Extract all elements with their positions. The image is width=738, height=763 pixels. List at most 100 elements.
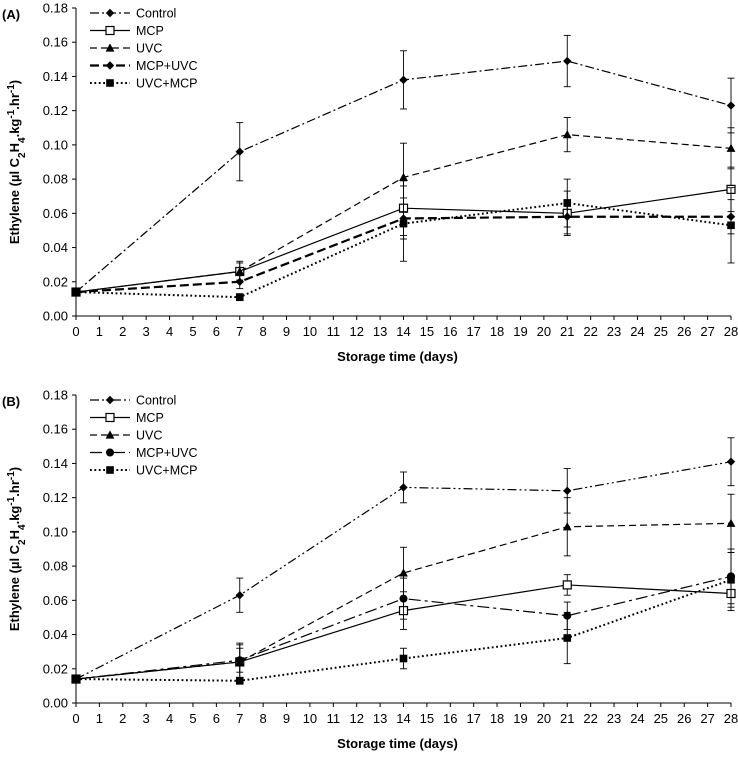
legend-label: Control [136, 394, 176, 408]
series-control [71, 34, 736, 297]
x-tick-label: 0 [72, 711, 79, 726]
x-tick-label: 19 [513, 324, 527, 339]
x-tick-label: 13 [373, 324, 387, 339]
y-tick-label: 0.12 [43, 103, 68, 118]
x-tick-label: 17 [466, 324, 480, 339]
data-point [726, 143, 736, 152]
y-tick-label: 0.04 [43, 240, 68, 255]
data-point [399, 483, 408, 492]
x-tick-label: 15 [420, 711, 434, 726]
x-tick-label: 1 [96, 324, 103, 339]
legend-label: Control [136, 7, 176, 21]
x-tick-label: 8 [260, 324, 267, 339]
x-tick-label: 20 [537, 711, 551, 726]
data-point [235, 266, 245, 276]
legend-marker [105, 25, 115, 36]
legend-label: MCP [136, 411, 164, 425]
x-tick-label: 23 [607, 711, 621, 726]
x-tick-label: 16 [443, 324, 457, 339]
y-tick-label: 0.04 [43, 627, 68, 642]
legend-marker [105, 430, 115, 439]
y-tick-label: 0.02 [43, 661, 68, 676]
data-point [726, 101, 736, 110]
x-tick-label: 4 [166, 711, 173, 726]
y-tick-label: 0.08 [43, 172, 68, 187]
x-tick-label: 17 [466, 711, 480, 726]
data-point [727, 576, 735, 584]
y-tick-label: 0.00 [43, 696, 68, 711]
legend-marker [105, 61, 115, 70]
x-tick-label: 11 [327, 711, 341, 726]
x-tick-label: 22 [583, 711, 597, 726]
legend-item: UVC [90, 42, 162, 56]
legend-item: MCP+UVC [90, 59, 197, 73]
x-tick-label: 21 [560, 711, 574, 726]
y-tick-label: 0.12 [43, 490, 68, 505]
y-tick-label: 0.08 [43, 559, 68, 574]
x-tick-label: 5 [189, 711, 196, 726]
x-tick-label: 7 [236, 324, 243, 339]
data-point [727, 221, 735, 230]
x-tick-label: 10 [303, 324, 317, 339]
x-tick-label: 28 [724, 324, 738, 339]
x-tick-label: 20 [537, 324, 551, 339]
legend-label: UVC [136, 42, 162, 56]
y-axis-title: Ethylene (µl C2H4.kg-1.hr-1) [6, 467, 28, 631]
panel-label: (A) [2, 7, 20, 22]
data-point [235, 277, 244, 286]
legend-marker [106, 448, 114, 457]
x-tick-label: 23 [607, 324, 621, 339]
data-point [235, 293, 244, 301]
x-tick-label: 27 [700, 711, 714, 726]
legend-item: UVC+MCP [90, 77, 197, 91]
x-tick-label: 3 [143, 324, 150, 339]
x-tick-label: 10 [303, 711, 317, 726]
legend-label: UVC [136, 429, 162, 443]
x-tick-label: 2 [119, 324, 126, 339]
data-point [562, 522, 572, 531]
y-tick-label: 0.16 [43, 35, 68, 50]
legend-marker [105, 395, 115, 405]
legend-label: UVC+MCP [136, 77, 197, 91]
x-tick-label: 7 [236, 711, 243, 726]
series-uvc-plus-mcp [72, 551, 735, 685]
x-tick-label: 24 [630, 324, 644, 339]
legend-item: Control [90, 394, 176, 408]
data-point [72, 288, 80, 296]
legend-item: MCP [90, 411, 164, 425]
data-point [726, 457, 736, 466]
legend-marker [105, 8, 115, 18]
data-point [399, 654, 408, 663]
legend-item: UVC+MCP [90, 464, 197, 478]
panel-a: 0.00 0.02 0.04 0.06 0.08 0.10 0.12 0.14 0.16 0.18… [2, 1, 738, 365]
x-tick-label: 3 [143, 711, 150, 726]
legend-label: UVC+MCP [136, 464, 197, 478]
x-tick-label: 1 [96, 711, 103, 726]
data-point [563, 486, 572, 496]
data-point [399, 568, 408, 577]
legend-label: MCP+UVC [136, 446, 197, 460]
x-tick-label: 18 [490, 711, 504, 726]
legend-label: MCP [136, 24, 164, 38]
legend-item: UVC [90, 429, 162, 443]
x-tick-label: 24 [630, 711, 644, 726]
legend-marker [106, 466, 114, 474]
y-tick-label: 0.18 [43, 388, 68, 403]
panel-b: 0.00 0.02 0.04 0.06 0.08 0.10 0.12 0.14 0.16 0.18… [2, 388, 738, 752]
x-tick-label: 6 [213, 324, 220, 339]
x-tick-label: 16 [443, 711, 457, 726]
legend-marker [105, 43, 115, 52]
x-tick-label: 4 [166, 324, 173, 339]
x-tick-label: 14 [396, 711, 410, 726]
data-point [726, 518, 736, 527]
x-tick-label: 5 [189, 324, 196, 339]
data-point [235, 676, 244, 685]
legend-item: MCP [90, 24, 164, 38]
data-point [562, 580, 572, 590]
x-axis-title: Storage time (days) [337, 736, 458, 751]
data-point [235, 591, 244, 600]
y-tick-label: 0.06 [43, 593, 68, 608]
x-tick-label: 25 [654, 324, 668, 339]
x-tick-label: 12 [349, 324, 363, 339]
